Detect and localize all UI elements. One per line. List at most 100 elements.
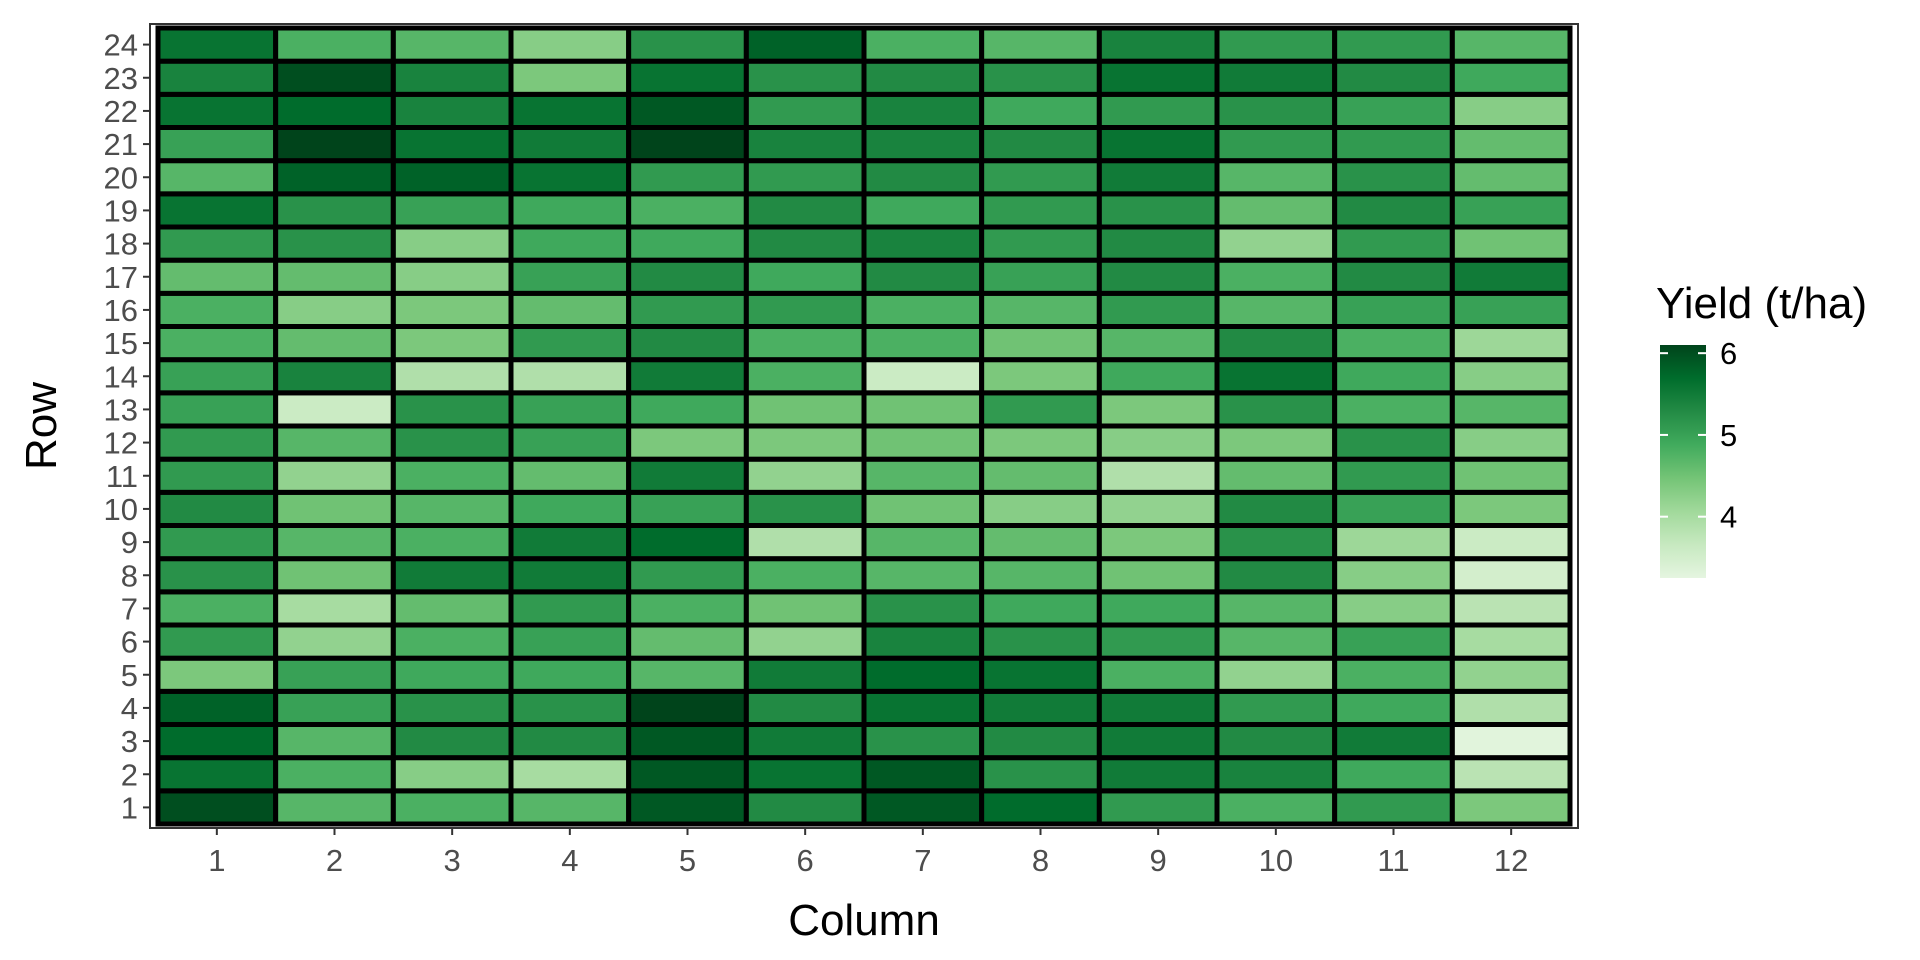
heatmap-cell xyxy=(1449,755,1573,794)
heatmap-cell xyxy=(1449,589,1573,628)
heatmap-cell xyxy=(273,688,396,727)
heatmap-cell xyxy=(273,257,396,296)
heatmap-cell xyxy=(390,523,514,562)
heatmap-cell xyxy=(626,357,749,396)
heatmap-cell xyxy=(626,622,749,661)
y-tick-label: 19 xyxy=(104,193,138,228)
heatmap-cell xyxy=(508,158,632,197)
heatmap-cell xyxy=(508,357,632,396)
y-tick-label: 23 xyxy=(104,61,138,96)
heatmap-cell xyxy=(390,788,514,827)
heatmap-cell xyxy=(1332,357,1455,396)
heatmap-cell xyxy=(979,622,1102,661)
heatmap-cell xyxy=(1449,688,1573,727)
heatmap-cell xyxy=(1096,25,1220,64)
heatmap-cell xyxy=(979,125,1102,164)
heatmap-cell xyxy=(1096,655,1220,694)
x-tick-label: 1 xyxy=(208,843,225,878)
heatmap-cell xyxy=(861,224,985,263)
heatmap-cell xyxy=(273,722,396,761)
heatmap-cell xyxy=(1096,357,1220,396)
legend-title: Yield (t/ha) xyxy=(1656,279,1867,328)
heatmap-cell xyxy=(743,191,867,230)
heatmap-cells xyxy=(155,25,1573,827)
heatmap-cell xyxy=(390,58,514,97)
heatmap-cell xyxy=(1214,556,1338,595)
heatmap-cell xyxy=(155,257,279,296)
heatmap-cell xyxy=(390,125,514,164)
heatmap-cell xyxy=(1214,788,1338,827)
x-tick-label: 10 xyxy=(1259,843,1293,878)
heatmap-cell xyxy=(1096,58,1220,97)
heatmap-cell xyxy=(626,191,749,230)
heatmap-cell xyxy=(1096,224,1220,263)
heatmap-cell xyxy=(861,556,985,595)
heatmap-cell xyxy=(1214,25,1338,64)
legend-tick-label: 6 xyxy=(1720,336,1737,371)
heatmap-cell xyxy=(1096,688,1220,727)
y-tick-label: 11 xyxy=(106,459,138,494)
heatmap-cell xyxy=(626,58,749,97)
heatmap-cell xyxy=(155,91,279,131)
heatmap-cell xyxy=(1096,257,1220,296)
x-axis-title: Column xyxy=(788,896,940,945)
heatmap-cell xyxy=(979,788,1102,827)
heatmap-cell xyxy=(861,523,985,562)
heatmap-cell xyxy=(508,423,632,462)
heatmap-cell xyxy=(1449,290,1573,330)
heatmap-cell xyxy=(861,25,985,64)
heatmap-cell xyxy=(390,489,514,529)
heatmap-cell xyxy=(626,489,749,529)
heatmap-cell xyxy=(155,788,279,827)
heatmap-cell xyxy=(1214,324,1338,363)
y-tick-label: 4 xyxy=(121,691,138,726)
heatmap-cell xyxy=(1096,158,1220,197)
heatmap-cell xyxy=(743,688,867,727)
heatmap-cell xyxy=(743,655,867,694)
heatmap-cell xyxy=(626,125,749,164)
heatmap-cell xyxy=(273,25,396,64)
heatmap-cell xyxy=(861,456,985,495)
heatmap-cell xyxy=(743,324,867,363)
heatmap-cell xyxy=(1214,688,1338,727)
heatmap-cell xyxy=(1096,91,1220,131)
heatmap-cell xyxy=(979,523,1102,562)
heatmap-cell xyxy=(861,158,985,197)
y-tick-label: 9 xyxy=(121,525,138,560)
x-axis: 1 2 3 4 5 6 7 8 9 10 11 12 xyxy=(208,828,1528,878)
heatmap-cell xyxy=(273,788,396,827)
heatmap-cell xyxy=(1332,589,1455,628)
heatmap-cell xyxy=(743,423,867,462)
heatmap-cell xyxy=(1332,456,1455,495)
heatmap-cell xyxy=(390,324,514,363)
heatmap-cell xyxy=(273,755,396,794)
heatmap-cell xyxy=(979,91,1102,131)
heatmap-cell xyxy=(1214,158,1338,197)
heatmap-cell xyxy=(979,324,1102,363)
heatmap-cell xyxy=(273,655,396,694)
heatmap-cell xyxy=(861,125,985,164)
heatmap-cell xyxy=(508,589,632,628)
heatmap-cell xyxy=(508,655,632,694)
y-tick-label: 20 xyxy=(104,160,138,195)
heatmap-cell xyxy=(390,357,514,396)
heatmap-cell xyxy=(273,523,396,562)
heatmap-cell xyxy=(1449,125,1573,164)
heatmap-cell xyxy=(979,655,1102,694)
heatmap-cell xyxy=(1449,489,1573,529)
heatmap-cell xyxy=(1214,622,1338,661)
x-tick-label: 12 xyxy=(1494,843,1528,878)
heatmap-cell xyxy=(979,257,1102,296)
heatmap-cell xyxy=(390,655,514,694)
heatmap-cell xyxy=(1449,224,1573,263)
heatmap-cell xyxy=(626,224,749,263)
heatmap-cell xyxy=(979,191,1102,230)
heatmap-cell xyxy=(979,456,1102,495)
heatmap-cell xyxy=(626,290,749,330)
heatmap-cell xyxy=(390,556,514,595)
heatmap-cell xyxy=(273,91,396,131)
heatmap-cell xyxy=(508,523,632,562)
y-tick-label: 5 xyxy=(121,658,138,693)
legend-tick-label: 4 xyxy=(1720,500,1737,535)
